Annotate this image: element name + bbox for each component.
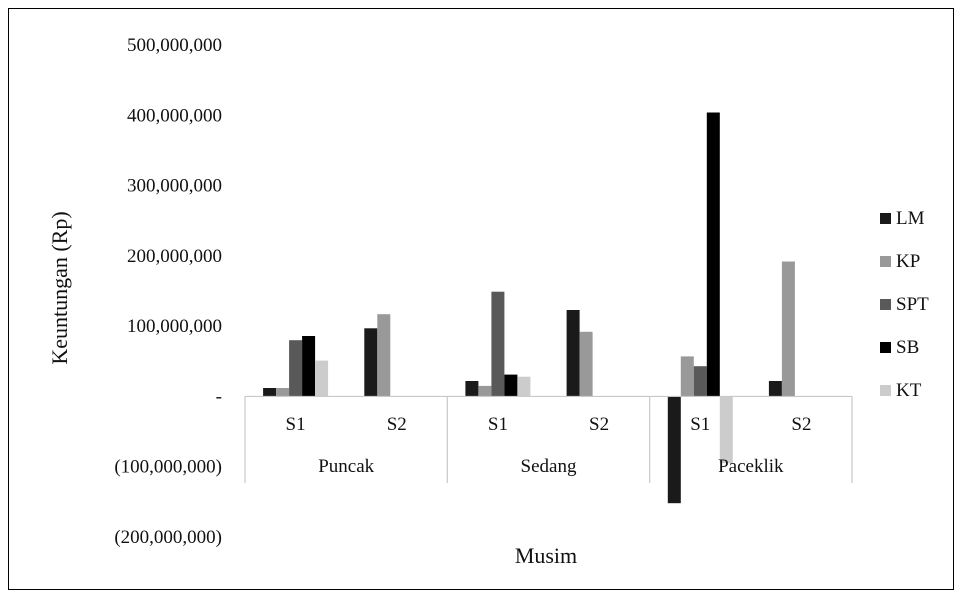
y-axis-title: Keuntungan (Rp) (47, 211, 72, 364)
bars (263, 112, 795, 504)
bar-kp-4 (680, 356, 694, 397)
legend-label-kt: KT (896, 380, 922, 401)
bar-kp-3 (579, 331, 593, 397)
y-tick-label: 500,000,000 (127, 35, 222, 56)
x-tick-label: S2 (387, 414, 407, 435)
group-label: Sedang (521, 456, 577, 477)
bar-sb-0 (302, 336, 316, 397)
bar-lm-1 (364, 328, 378, 397)
y-tick-label: - (216, 386, 222, 407)
legend-label-kp: KP (896, 251, 920, 272)
group-label: Puncak (318, 456, 374, 477)
bar-kp-1 (377, 314, 391, 397)
bar-lm-0 (263, 388, 277, 397)
y-tick-label: 200,000,000 (127, 246, 222, 267)
chart-frame (8, 8, 954, 590)
legend-swatch-kt (880, 385, 891, 396)
x-tick-label: S2 (589, 414, 609, 435)
y-tick-label: 300,000,000 (127, 176, 222, 197)
category-axis: S1 S2 S1 S2 S1 S2 Puncak Sedang Paceklik (244, 395, 853, 483)
legend-swatch-sb (880, 342, 891, 353)
bar-lm-2 (465, 381, 479, 397)
legend-swatch-lm (880, 213, 891, 224)
y-tick-label: (200,000,000) (114, 527, 222, 548)
x-tick-label: S1 (286, 414, 306, 435)
bar-sb-4 (706, 112, 720, 397)
legend-label-sb: SB (896, 337, 919, 358)
legend: LM KP SPT SB KT (880, 208, 929, 401)
bar-spt-4 (693, 366, 707, 397)
legend-label-lm: LM (896, 208, 925, 229)
y-axis-ticks: 500,000,000 400,000,000 300,000,000 200,000… (114, 35, 222, 548)
y-tick-label: 100,000,000 (127, 316, 222, 337)
bar-kt-4 (719, 396, 733, 464)
bar-lm-4 (667, 396, 681, 504)
legend-swatch-kp (880, 256, 891, 267)
bar-kt-2 (517, 376, 531, 397)
bar-kp-5 (781, 261, 795, 397)
bar-kt-0 (315, 360, 329, 397)
bar-kp-2 (478, 385, 492, 397)
x-tick-label: S1 (488, 414, 508, 435)
y-tick-label: (100,000,000) (114, 457, 222, 478)
bar-sb-2 (504, 374, 518, 397)
bar-kp-0 (276, 388, 290, 397)
x-axis-title: Musim (515, 543, 577, 568)
legend-label-spt: SPT (896, 294, 929, 315)
bar-spt-0 (289, 340, 303, 397)
bar-spt-2 (491, 291, 505, 397)
bar-lm-3 (566, 310, 580, 397)
y-tick-label: 400,000,000 (127, 105, 222, 126)
x-tick-label: S1 (690, 414, 710, 435)
group-label: Paceklik (718, 456, 784, 477)
bar-lm-5 (768, 381, 782, 397)
legend-swatch-spt (880, 299, 891, 310)
x-tick-label: S2 (791, 414, 811, 435)
